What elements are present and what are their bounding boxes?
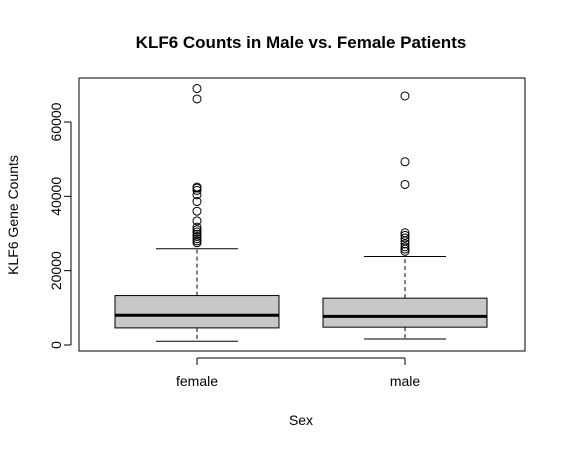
boxes-layer (114, 84, 488, 342)
iqr-box (322, 297, 488, 328)
x-tick-label-female: female (176, 373, 218, 389)
outlier-point (192, 231, 202, 241)
outlier-point (400, 242, 410, 252)
outlier-point (192, 94, 202, 104)
outlier-point (192, 222, 202, 232)
outlier-point (192, 216, 202, 226)
outlier-point (192, 197, 202, 207)
plot-frame (78, 77, 526, 352)
box-male (322, 91, 488, 340)
outlier-point (192, 182, 202, 192)
y-axis-label: KLF6 Gene Counts (5, 155, 21, 275)
outlier-point (400, 230, 410, 240)
iqr-box (114, 295, 280, 329)
y-axis: 0 20000 40000 60000 (48, 102, 72, 349)
outlier-point (400, 233, 410, 243)
y-tick-label: 40000 (48, 177, 64, 216)
outlier-point (400, 157, 410, 167)
outlier-point (192, 185, 202, 195)
x-tick-label-male: male (390, 373, 421, 389)
outlier-point (400, 179, 410, 189)
outlier-point (400, 239, 410, 249)
y-tick-label: 20000 (48, 251, 64, 290)
outlier-point (192, 225, 202, 235)
outlier-point (192, 227, 202, 237)
outlier-point (192, 236, 202, 246)
outlier-point (400, 91, 410, 101)
outlier-point (192, 229, 202, 239)
outlier-point (400, 228, 410, 238)
chart-title: KLF6 Counts in Male vs. Female Patients (136, 33, 467, 52)
x-axis: female male (176, 357, 421, 389)
outlier-point (400, 246, 410, 256)
y-tick-label: 60000 (48, 102, 64, 141)
outlier-point (192, 206, 202, 216)
outlier-point (192, 84, 202, 94)
y-tick-label: 0 (48, 341, 64, 349)
outlier-point (192, 234, 202, 244)
x-axis-label: Sex (289, 412, 313, 428)
box-female (114, 84, 280, 342)
